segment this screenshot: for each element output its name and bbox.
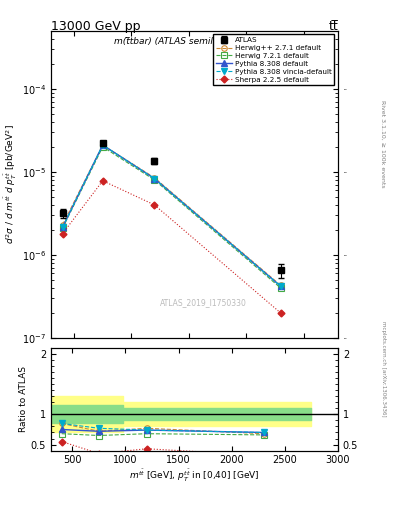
Y-axis label: Ratio to ATLAS: Ratio to ATLAS <box>19 367 28 432</box>
Sherpa 2.2.5 default <box>100 178 105 184</box>
Pythia 8.308 default <box>100 142 105 148</box>
Text: tt̅: tt̅ <box>328 20 338 33</box>
Text: Rivet 3.1.10, ≥ 100k events: Rivet 3.1.10, ≥ 100k events <box>381 99 386 187</box>
Line: Pythia 8.308 vincia-default: Pythia 8.308 vincia-default <box>60 142 283 289</box>
Sherpa 2.2.5 default <box>60 230 65 237</box>
Herwig 7.2.1 default <box>152 177 157 183</box>
Pythia 8.308 default <box>278 283 283 289</box>
Pythia 8.308 default <box>152 176 157 182</box>
Pythia 8.308 vincia-default <box>60 224 65 230</box>
Y-axis label: $d^2\sigma\ /\ d\ m^{t\bar{t}}\ d\ p_T^{t\bar{t}}\ \mathrm{[pb/GeV^2]}$: $d^2\sigma\ /\ d\ m^{t\bar{t}}\ d\ p_T^{… <box>3 124 19 244</box>
Text: mcplots.cern.ch [arXiv:1306.3436]: mcplots.cern.ch [arXiv:1306.3436] <box>381 321 386 416</box>
Herwig 7.2.1 default <box>278 285 283 291</box>
Pythia 8.308 vincia-default <box>100 142 105 148</box>
Herwig++ 2.7.1 default <box>100 142 105 148</box>
Pythia 8.308 vincia-default <box>278 283 283 289</box>
Pythia 8.308 default <box>60 224 65 230</box>
Herwig++ 2.7.1 default <box>60 222 65 228</box>
Line: Pythia 8.308 default: Pythia 8.308 default <box>60 142 283 289</box>
Herwig++ 2.7.1 default <box>152 175 157 181</box>
Herwig 7.2.1 default <box>60 225 65 231</box>
Text: ATLAS_2019_I1750330: ATLAS_2019_I1750330 <box>160 298 246 307</box>
Text: m(t̅tbar) (ATLAS semileptonic t̅tbar): m(t̅tbar) (ATLAS semileptonic t̅tbar) <box>114 37 275 46</box>
Line: Sherpa 2.2.5 default: Sherpa 2.2.5 default <box>60 178 283 315</box>
Sherpa 2.2.5 default <box>152 202 157 208</box>
Herwig++ 2.7.1 default <box>278 282 283 288</box>
X-axis label: $m^{t\bar{t}}$ [GeV], $p_T^{t\bar{t}}$ in [0,40] [GeV]: $m^{t\bar{t}}$ [GeV], $p_T^{t\bar{t}}$ i… <box>129 468 260 484</box>
Line: Herwig 7.2.1 default: Herwig 7.2.1 default <box>60 144 283 291</box>
Herwig 7.2.1 default <box>100 144 105 150</box>
Sherpa 2.2.5 default <box>278 310 283 316</box>
Line: Herwig++ 2.7.1 default: Herwig++ 2.7.1 default <box>60 142 283 288</box>
Pythia 8.308 vincia-default <box>152 176 157 182</box>
Legend: ATLAS, Herwig++ 2.7.1 default, Herwig 7.2.1 default, Pythia 8.308 default, Pythi: ATLAS, Herwig++ 2.7.1 default, Herwig 7.… <box>213 34 334 86</box>
Text: 13000 GeV pp: 13000 GeV pp <box>51 20 141 33</box>
